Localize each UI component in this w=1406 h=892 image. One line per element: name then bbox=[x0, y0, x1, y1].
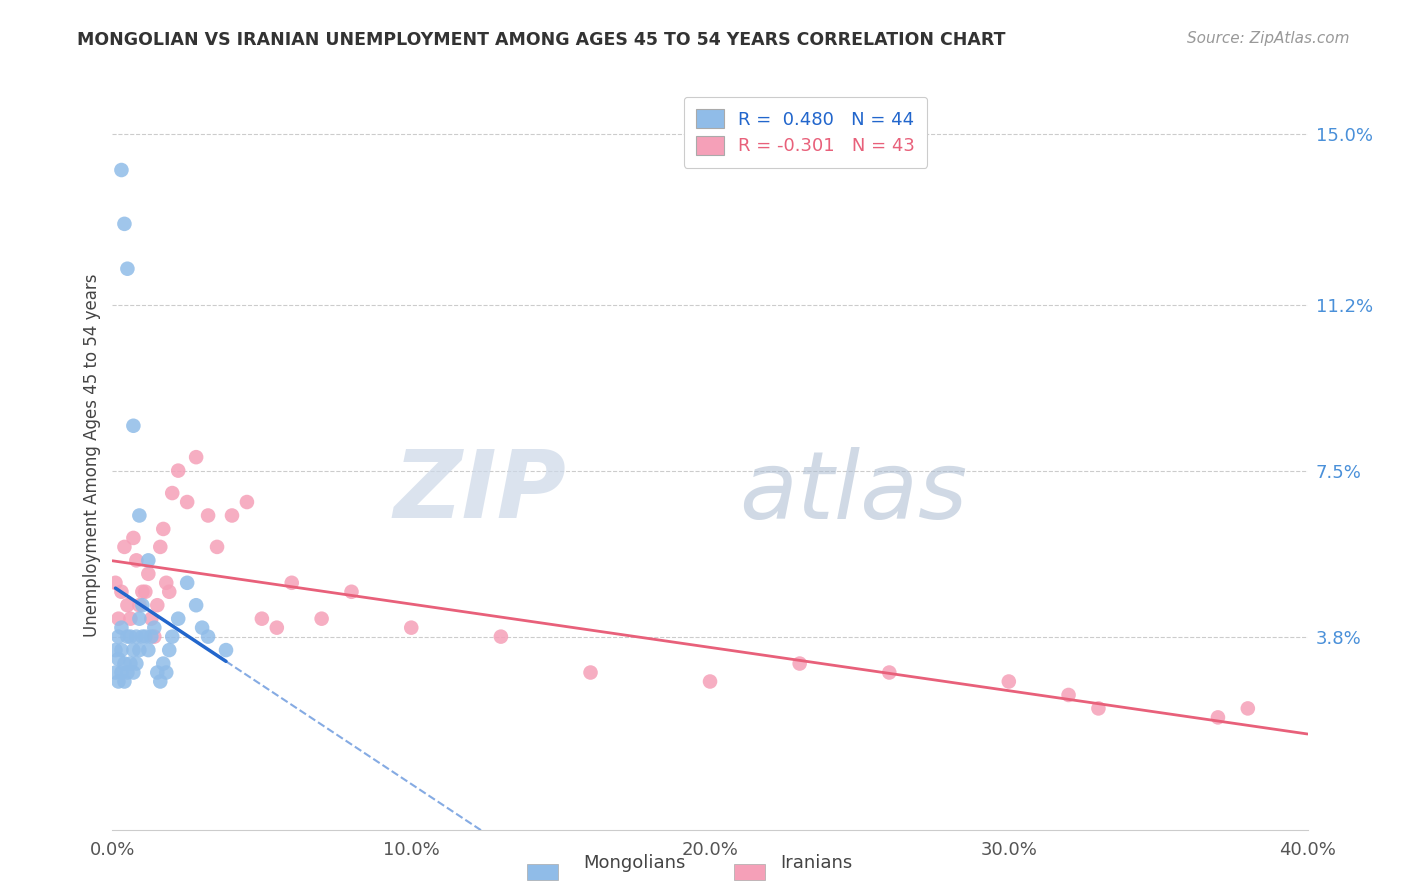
Point bbox=[579, 665, 602, 680]
Point bbox=[138, 643, 160, 657]
Point bbox=[155, 665, 177, 680]
Point bbox=[107, 674, 129, 689]
Point bbox=[157, 643, 180, 657]
Point bbox=[1057, 688, 1080, 702]
Point bbox=[104, 643, 127, 657]
Point bbox=[134, 630, 156, 644]
Point bbox=[167, 464, 190, 478]
Point bbox=[122, 665, 145, 680]
Point bbox=[281, 575, 304, 590]
Text: atlas: atlas bbox=[740, 447, 967, 538]
Point bbox=[114, 657, 135, 671]
Point bbox=[107, 630, 129, 644]
Point bbox=[120, 612, 142, 626]
Point bbox=[110, 621, 132, 635]
Point bbox=[1087, 701, 1109, 715]
Point bbox=[125, 630, 148, 644]
Point bbox=[401, 621, 423, 635]
Point bbox=[114, 540, 135, 554]
Point bbox=[104, 575, 127, 590]
Point bbox=[236, 495, 259, 509]
Text: MONGOLIAN VS IRANIAN UNEMPLOYMENT AMONG AGES 45 TO 54 YEARS CORRELATION CHART: MONGOLIAN VS IRANIAN UNEMPLOYMENT AMONG … bbox=[77, 31, 1005, 49]
Point bbox=[110, 665, 132, 680]
Y-axis label: Unemployment Among Ages 45 to 54 years: Unemployment Among Ages 45 to 54 years bbox=[83, 273, 101, 637]
Point bbox=[176, 495, 198, 509]
Point bbox=[146, 665, 169, 680]
Point bbox=[120, 657, 142, 671]
Point bbox=[186, 450, 208, 465]
Point bbox=[131, 584, 153, 599]
Point bbox=[146, 599, 169, 613]
Point bbox=[117, 665, 139, 680]
Point bbox=[489, 630, 512, 644]
Point bbox=[1237, 701, 1260, 715]
Point bbox=[167, 612, 190, 626]
Point bbox=[114, 217, 135, 231]
Text: ZIP: ZIP bbox=[394, 446, 567, 539]
Point bbox=[197, 508, 219, 523]
Point bbox=[125, 553, 148, 567]
Point bbox=[107, 612, 129, 626]
Point bbox=[143, 621, 166, 635]
Point bbox=[186, 599, 208, 613]
Point bbox=[699, 674, 721, 689]
Point bbox=[221, 508, 243, 523]
Point bbox=[114, 674, 135, 689]
Point bbox=[122, 418, 145, 433]
Point bbox=[110, 584, 132, 599]
Point bbox=[128, 508, 150, 523]
Point bbox=[197, 630, 219, 644]
Point bbox=[128, 643, 150, 657]
Point bbox=[117, 261, 139, 276]
Point bbox=[110, 643, 132, 657]
Point bbox=[311, 612, 333, 626]
Point bbox=[879, 665, 901, 680]
Text: Mongolians: Mongolians bbox=[583, 855, 686, 872]
Point bbox=[134, 584, 156, 599]
Point bbox=[107, 652, 129, 666]
Text: Source: ZipAtlas.com: Source: ZipAtlas.com bbox=[1187, 31, 1350, 46]
Point bbox=[149, 540, 172, 554]
Point bbox=[128, 599, 150, 613]
Point bbox=[125, 657, 148, 671]
Point bbox=[266, 621, 288, 635]
Point bbox=[122, 643, 145, 657]
Point bbox=[152, 657, 174, 671]
Point bbox=[138, 553, 160, 567]
Point bbox=[122, 531, 145, 545]
Point bbox=[157, 584, 180, 599]
Point bbox=[162, 486, 183, 500]
Point bbox=[155, 575, 177, 590]
Point bbox=[152, 522, 174, 536]
Point bbox=[110, 163, 132, 178]
Point bbox=[149, 674, 172, 689]
Point bbox=[340, 584, 363, 599]
Point bbox=[131, 599, 153, 613]
Point bbox=[215, 643, 238, 657]
Point bbox=[250, 612, 273, 626]
Point bbox=[176, 575, 198, 590]
Point bbox=[128, 612, 150, 626]
Point bbox=[141, 630, 163, 644]
Point bbox=[1206, 710, 1229, 724]
Point bbox=[205, 540, 228, 554]
Point bbox=[131, 630, 153, 644]
Point bbox=[104, 665, 127, 680]
Point bbox=[143, 630, 166, 644]
Point bbox=[789, 657, 811, 671]
Point bbox=[141, 612, 163, 626]
Point bbox=[162, 630, 183, 644]
Text: Iranians: Iranians bbox=[780, 855, 852, 872]
Legend: R =  0.480   N = 44, R = -0.301   N = 43: R = 0.480 N = 44, R = -0.301 N = 43 bbox=[683, 97, 928, 168]
Point bbox=[998, 674, 1021, 689]
Point bbox=[138, 566, 160, 581]
Point bbox=[117, 630, 139, 644]
Point bbox=[191, 621, 214, 635]
Point bbox=[120, 630, 142, 644]
Point bbox=[117, 599, 139, 613]
